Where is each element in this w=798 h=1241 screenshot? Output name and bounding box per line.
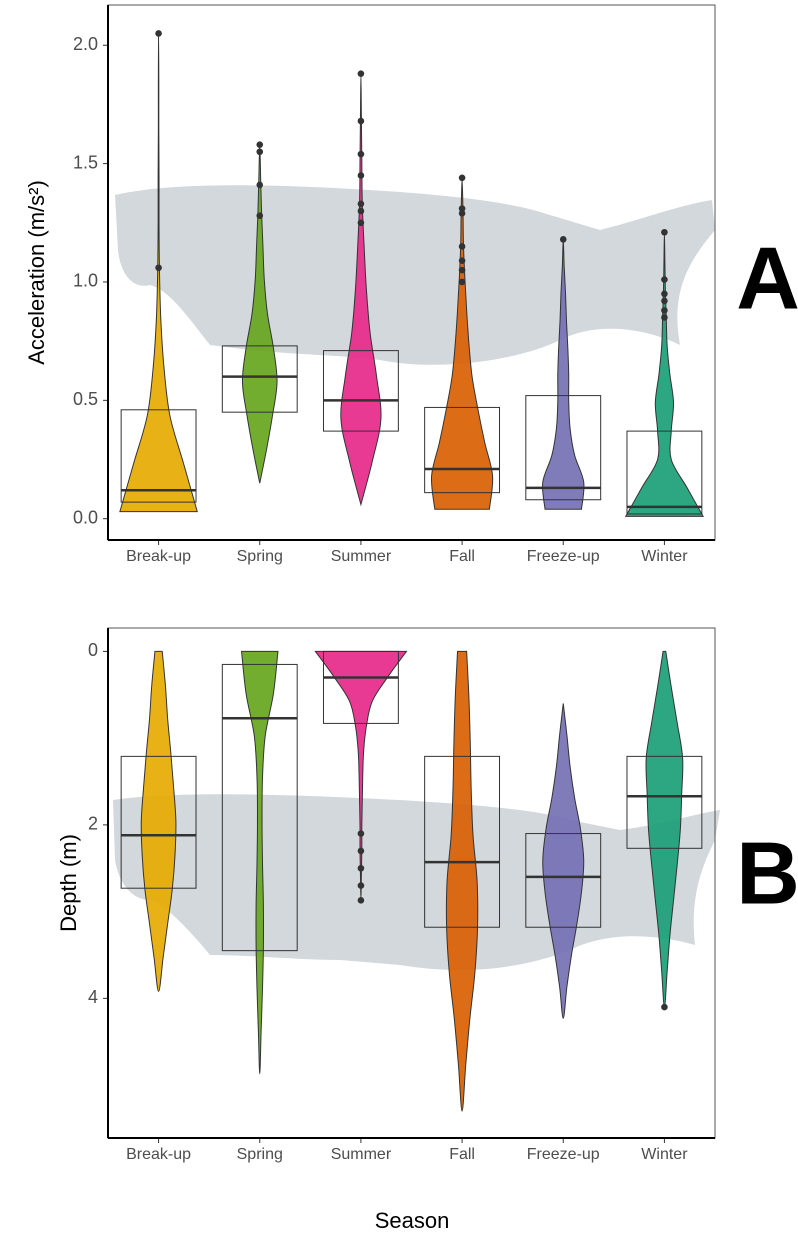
outlier [458,210,466,217]
y-tick-label: 0.5 [73,389,98,409]
box [120,409,197,503]
panel-label: A [736,228,798,327]
outlier [458,243,466,250]
outlier [155,30,162,37]
y-tick-label: 2.0 [73,34,98,54]
y-tick-label: 0.0 [73,507,98,527]
box [626,430,703,515]
outlier [458,174,466,182]
x-tick-label: Break-up [126,1146,191,1163]
x-tick-label: Fall [449,548,475,565]
outlier [357,847,365,855]
outlier [559,236,567,243]
box [221,663,298,952]
y-tick-label: 0 [88,640,98,660]
y-tick-label: 2 [88,814,98,834]
y-axis-title: Depth (m) [56,834,81,932]
x-axis-title: Season [375,1208,450,1233]
x-tick-label: Spring [237,1146,283,1163]
violin [645,650,684,1008]
outlier [661,276,668,283]
y-tick-label: 4 [88,987,98,1007]
violin [445,650,479,1112]
x-tick-label: Freeze-up [527,548,600,565]
outlier [155,264,162,272]
y-tick-label: 1.0 [73,271,98,291]
violin [240,650,279,1075]
outlier [661,290,668,298]
outlier [357,70,365,77]
box [525,833,602,928]
box [424,406,501,494]
box [626,755,703,849]
x-tick-label: Break-up [126,548,191,565]
outlier [661,1003,668,1011]
outlier [661,228,668,236]
box [322,350,399,432]
outlier [357,207,365,215]
outlier [357,219,365,227]
panel-label: B [736,823,798,922]
box [525,395,602,501]
outlier [256,212,264,219]
outlier [256,141,264,148]
outlier [458,266,466,274]
violin [542,703,585,1019]
violin [140,650,177,992]
outlier [256,148,264,156]
outlier [357,882,365,889]
box [322,650,399,724]
outlier [357,117,365,125]
outlier [357,200,365,208]
outlier [458,205,466,212]
x-tick-label: Freeze-up [527,1146,600,1163]
outlier [661,307,668,314]
x-tick-label: Winter [641,548,688,565]
outlier [357,830,365,837]
x-tick-label: Summer [331,1146,392,1163]
outlier [661,297,668,305]
box [221,345,298,413]
y-tick-label: 1.5 [73,152,98,172]
box [424,755,501,928]
x-tick-label: Spring [237,548,283,565]
box [120,755,197,889]
outlier [458,278,466,286]
outlier [357,864,365,872]
x-tick-label: Summer [331,548,392,565]
y-axis-title: Acceleration (m/s²) [24,180,49,365]
x-tick-label: Winter [641,1146,688,1163]
outlier [357,150,365,158]
x-tick-label: Fall [449,1146,475,1163]
outlier [357,172,365,179]
outlier [256,181,264,189]
outlier [357,897,365,904]
outlier [458,257,466,264]
outlier [661,314,668,321]
fish-silhouette [113,794,720,970]
fish-silhouette [115,185,715,365]
